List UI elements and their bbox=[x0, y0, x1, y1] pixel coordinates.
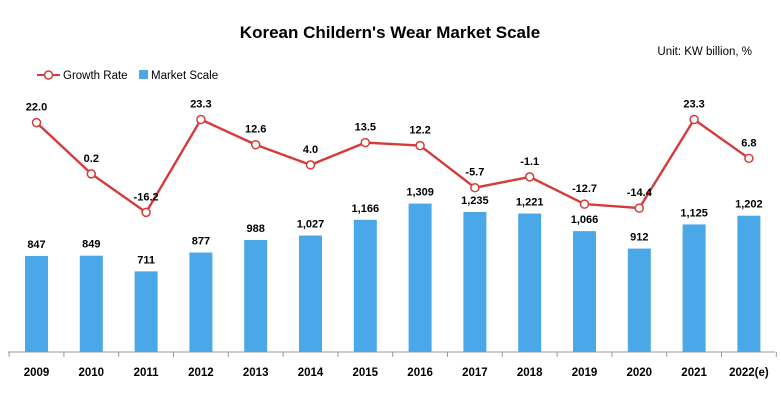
legend: Growth Rate Market Scale bbox=[37, 70, 218, 82]
x-tick-label: 2012 bbox=[188, 367, 214, 379]
growth-rate-label: 6.8 bbox=[741, 137, 756, 149]
legend-market-scale-label: Market Scale bbox=[151, 70, 218, 82]
bar-value-label: 1,166 bbox=[352, 203, 380, 215]
bar-value-label: 1,235 bbox=[461, 195, 489, 207]
x-tick-label: 2013 bbox=[243, 367, 269, 379]
x-tick-label: 2014 bbox=[298, 367, 324, 379]
growth-rate-label: 12.2 bbox=[409, 125, 430, 137]
bar-value-label: 1,309 bbox=[406, 187, 434, 199]
growth-rate-label: -16.2 bbox=[134, 191, 159, 203]
x-tick-label: 2018 bbox=[517, 367, 543, 379]
bar-value-label: 1,202 bbox=[735, 199, 763, 211]
x-tick-label: 2011 bbox=[134, 367, 160, 379]
growth-rate-line bbox=[35, 118, 750, 214]
growth-rate-marker-2015 bbox=[360, 137, 371, 148]
growth-rate-marker-2013 bbox=[250, 139, 261, 150]
growth-rate-label: -1.1 bbox=[520, 156, 539, 168]
legend-market-scale-swatch bbox=[139, 70, 148, 79]
x-axis-tick-labels: 2009 2010 2011 2012 2013 2014 2015 2016 2017 2018… bbox=[24, 367, 769, 379]
bar-value-label: 912 bbox=[630, 232, 648, 244]
growth-rate-label: 23.3 bbox=[683, 99, 704, 111]
unit-label: Unit: KW billion, % bbox=[657, 46, 752, 58]
x-tick-label: 2009 bbox=[24, 367, 50, 379]
bar-value-label: 1,066 bbox=[571, 214, 599, 226]
bar-2009 bbox=[25, 255, 48, 352]
growth-rate-marker-2017 bbox=[470, 182, 480, 193]
growth-rate-markers bbox=[31, 114, 754, 218]
growth-rate-label: -12.7 bbox=[572, 183, 597, 195]
growth-rate-label: -5.7 bbox=[465, 167, 484, 179]
bar-2014 bbox=[299, 235, 322, 352]
growth-rate-marker-2009 bbox=[31, 117, 42, 128]
bar-2022(e) bbox=[737, 215, 761, 352]
bar-2015 bbox=[353, 219, 377, 352]
growth-rate-label: -14.4 bbox=[627, 187, 653, 199]
growth-rate-marker-2021 bbox=[689, 114, 699, 125]
legend-growth-rate-marker bbox=[43, 70, 54, 80]
bar-2020 bbox=[627, 248, 651, 352]
chart-title: Korean Childern's Wear Market Scale bbox=[240, 23, 540, 42]
growth-rate-marker-2011 bbox=[141, 207, 151, 218]
bar-value-label: 1,125 bbox=[680, 207, 708, 219]
growth-rate-marker-2010 bbox=[86, 169, 97, 179]
growth-rate-marker-2014 bbox=[305, 160, 316, 170]
growth-rate-value-labels: 22.0 0.2 -16.2 23.3 12.6 4.0 13.5 12.2 -5.7 -1.1 -… bbox=[26, 99, 757, 204]
bar-value-label: 1,221 bbox=[516, 197, 544, 209]
growth-rate-marker-2019 bbox=[579, 199, 590, 209]
x-tick-label: 2017 bbox=[462, 367, 488, 379]
x-axis-ticks bbox=[8, 352, 777, 357]
bar-2013 bbox=[244, 239, 268, 352]
x-tick-label: 2022(e) bbox=[729, 367, 769, 379]
bar-value-labels: 847 849 711 877 988 1,027 1,166 1,309 1,235 1,221… bbox=[27, 187, 762, 267]
growth-rate-label: 12.6 bbox=[245, 124, 266, 136]
growth-rate-label: 0.2 bbox=[84, 153, 99, 165]
bar-value-label: 711 bbox=[137, 254, 155, 266]
growth-rate-label: 13.5 bbox=[355, 122, 376, 134]
growth-rate-marker-2016 bbox=[415, 140, 425, 151]
growth-rate-label: 22.0 bbox=[26, 102, 47, 114]
x-tick-label: 2016 bbox=[407, 367, 433, 379]
bar-2019 bbox=[573, 231, 596, 352]
growth-rate-marker-2022(e) bbox=[744, 153, 754, 164]
bar-2017 bbox=[463, 211, 487, 352]
bar-value-label: 1,027 bbox=[297, 219, 325, 231]
bar-2011 bbox=[134, 271, 158, 352]
bar-value-label: 988 bbox=[247, 223, 265, 235]
growth-rate-marker-2018 bbox=[524, 172, 535, 182]
growth-rate-label: 4.0 bbox=[303, 144, 318, 156]
bar-2016 bbox=[408, 203, 432, 352]
bar-2018 bbox=[518, 213, 542, 352]
growth-rate-marker-2012 bbox=[196, 114, 206, 125]
x-tick-label: 2015 bbox=[353, 367, 379, 379]
x-tick-label: 2020 bbox=[627, 367, 653, 379]
bar-2021 bbox=[682, 224, 706, 352]
bar-value-label: 847 bbox=[27, 239, 45, 251]
x-tick-label: 2021 bbox=[681, 367, 707, 379]
bar-2012 bbox=[189, 252, 213, 352]
growth-rate-marker-2020 bbox=[634, 203, 645, 213]
growth-rate-label: 23.3 bbox=[190, 99, 211, 111]
bar-value-label: 849 bbox=[82, 239, 100, 251]
legend-growth-rate-label: Growth Rate bbox=[63, 70, 128, 82]
x-tick-label: 2010 bbox=[79, 367, 105, 379]
x-tick-label: 2019 bbox=[572, 367, 598, 379]
bar-series bbox=[25, 203, 761, 352]
bar-2010 bbox=[79, 255, 103, 352]
bar-value-label: 877 bbox=[192, 236, 210, 248]
